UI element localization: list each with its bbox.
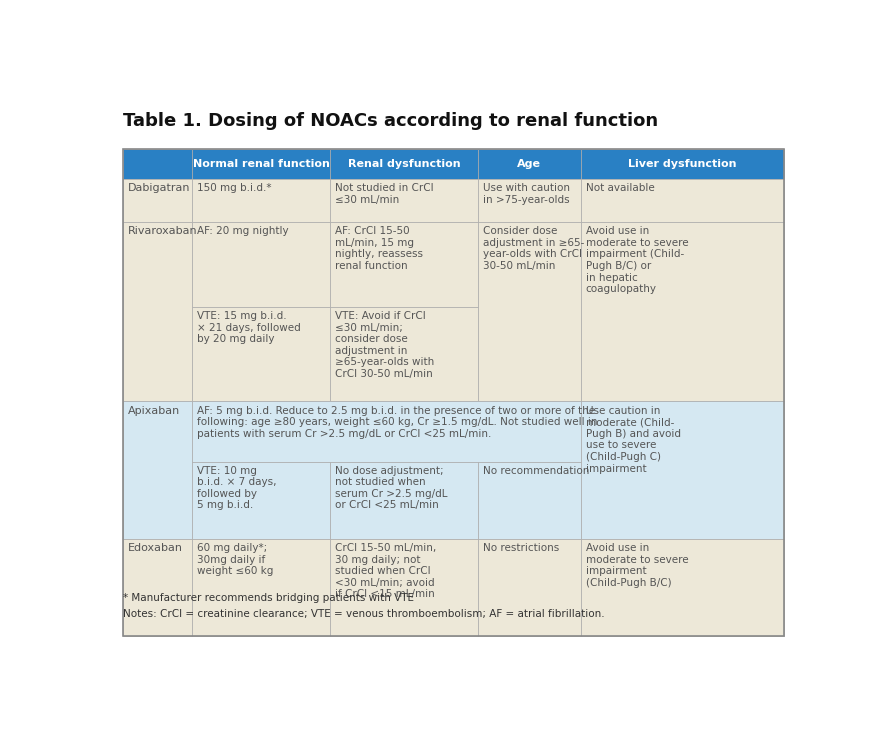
Text: VTE: 10 mg
b.i.d. × 7 days,
followed by
5 mg b.i.d.: VTE: 10 mg b.i.d. × 7 days, followed by … [197, 466, 276, 510]
Text: 60 mg daily*;
30mg daily if
weight ≤60 kg: 60 mg daily*; 30mg daily if weight ≤60 k… [197, 543, 274, 576]
Bar [123, 150, 192, 179]
Bar [123, 222, 192, 402]
Bar [192, 461, 329, 539]
Text: Avoid use in
moderate to severe
impairment (Child-
Pugh B/C) or
in hepatic
coagu: Avoid use in moderate to severe impairme… [586, 226, 688, 294]
Bar [329, 461, 478, 539]
Bar [478, 539, 581, 636]
Bar [581, 402, 784, 539]
Text: Apixaban: Apixaban [128, 405, 180, 415]
Bar [581, 150, 784, 179]
Bar [329, 307, 478, 402]
Bar [581, 179, 784, 222]
Text: Not studied in CrCl
≤30 mL/min: Not studied in CrCl ≤30 mL/min [335, 183, 433, 205]
Bar [192, 150, 329, 179]
Text: Avoid use in
moderate to severe
impairment
(Child-Pugh B/C): Avoid use in moderate to severe impairme… [586, 543, 688, 588]
Text: Notes: CrCl = creatinine clearance; VTE = venous thromboembolism; AF = atrial fi: Notes: CrCl = creatinine clearance; VTE … [123, 609, 605, 619]
Text: Rivaroxaban: Rivaroxaban [128, 226, 198, 236]
Text: Age: Age [518, 159, 542, 170]
Text: Liver dysfunction: Liver dysfunction [629, 159, 737, 170]
Text: CrCl 15-50 mL/min,
30 mg daily; not
studied when CrCl
<30 mL/min; avoid
if CrCl : CrCl 15-50 mL/min, 30 mg daily; not stud… [335, 543, 436, 600]
Text: No dose adjustment;
not studied when
serum Cr >2.5 mg/dL
or CrCl <25 mL/min: No dose adjustment; not studied when ser… [335, 466, 448, 510]
Bar [123, 179, 192, 222]
Text: Use with caution
in >75-year-olds: Use with caution in >75-year-olds [483, 183, 569, 205]
Text: VTE: 15 mg b.i.d.
× 21 days, followed
by 20 mg daily: VTE: 15 mg b.i.d. × 21 days, followed by… [197, 311, 301, 344]
Bar [478, 179, 581, 222]
Bar [478, 150, 581, 179]
Bar [329, 150, 478, 179]
Bar [192, 539, 329, 636]
Text: AF: CrCl 15-50
mL/min, 15 mg
nightly, reassess
renal function: AF: CrCl 15-50 mL/min, 15 mg nightly, re… [335, 226, 423, 271]
Bar [329, 179, 478, 222]
Text: Normal renal function: Normal renal function [193, 159, 329, 170]
Text: VTE: Avoid if CrCl
≤30 mL/min;
consider dose
adjustment in
≥65-year-olds with
Cr: VTE: Avoid if CrCl ≤30 mL/min; consider … [335, 311, 434, 379]
Text: 150 mg b.i.d.*: 150 mg b.i.d.* [197, 183, 272, 193]
Bar [478, 222, 581, 402]
Bar [192, 402, 581, 461]
Text: No recommendation: No recommendation [483, 466, 589, 475]
Bar [581, 222, 784, 402]
Text: Not available: Not available [586, 183, 654, 193]
Bar [478, 461, 581, 539]
Text: AF: 20 mg nightly: AF: 20 mg nightly [197, 226, 289, 236]
Text: Edoxaban: Edoxaban [128, 543, 183, 553]
Text: * Manufacturer recommends bridging patients with VTE: * Manufacturer recommends bridging patie… [123, 594, 415, 603]
Bar [329, 222, 478, 307]
Bar [192, 222, 329, 307]
Text: Table 1. Dosing of NOACs according to renal function: Table 1. Dosing of NOACs according to re… [123, 112, 659, 130]
Bar [329, 539, 478, 636]
Text: Consider dose
adjustment in ≥65-
year-olds with CrCl
30-50 mL/min: Consider dose adjustment in ≥65- year-ol… [483, 226, 584, 271]
Bar [581, 539, 784, 636]
Bar [123, 150, 784, 636]
Text: Renal dysfunction: Renal dysfunction [347, 159, 460, 170]
Bar [192, 307, 329, 402]
Bar [123, 402, 192, 539]
Text: No restrictions: No restrictions [483, 543, 559, 553]
Bar [123, 539, 192, 636]
Text: Dabigatran: Dabigatran [128, 183, 191, 193]
Bar [192, 179, 329, 222]
Text: AF: 5 mg b.i.d. Reduce to 2.5 mg b.i.d. in the presence of two or more of the
fo: AF: 5 mg b.i.d. Reduce to 2.5 mg b.i.d. … [197, 405, 598, 439]
Text: Use caution in
moderate (Child-
Pugh B) and avoid
use to severe
(Child-Pugh C)
i: Use caution in moderate (Child- Pugh B) … [586, 405, 681, 473]
